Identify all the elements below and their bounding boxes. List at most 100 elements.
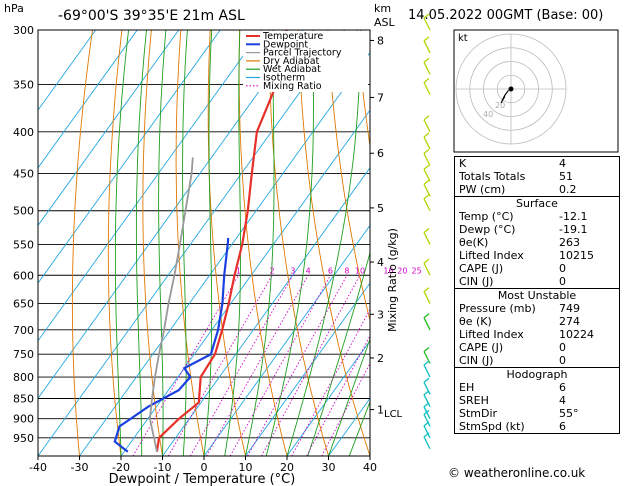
wind-barb-flag <box>423 390 430 396</box>
index-value: 10215 <box>559 249 594 262</box>
dry-adiabat <box>298 30 370 456</box>
index-row: Lifted Index 10224 <box>455 328 619 341</box>
wind-barb <box>423 382 431 395</box>
wind-barb <box>423 425 431 439</box>
legend-entry: Dry Adiabat <box>263 56 320 67</box>
profile-series <box>113 30 288 453</box>
lcl-label: LCL <box>384 409 403 420</box>
mixing-ratio-label: 10 <box>355 266 365 275</box>
wind-barb-flag <box>423 78 430 84</box>
wind-barb-flag <box>423 432 430 438</box>
wind-barb-flag <box>423 164 430 170</box>
index-row: θe (K) 274 <box>455 315 619 328</box>
isotherm-line <box>38 30 97 111</box>
dry-adiabat <box>327 30 370 323</box>
wind-barb-flag <box>423 409 430 416</box>
x-tick-label: 20 <box>280 461 294 474</box>
wind-barb-flag <box>423 377 430 383</box>
height-tick-label: 2 <box>377 352 384 365</box>
wind-barb-flag <box>423 149 430 155</box>
index-value: 6 <box>559 420 566 433</box>
isotherm-line <box>38 30 180 227</box>
wind-barb-flag <box>423 402 430 408</box>
wind-barb-flag <box>423 347 430 353</box>
index-value: 0 <box>559 275 566 288</box>
pressure-tick-label: 300 <box>13 24 34 37</box>
mixing-ratio-label: 1 <box>236 266 241 275</box>
index-value: -12.1 <box>559 210 588 223</box>
height-tick-label: 3 <box>377 308 384 321</box>
index-label: CAPE (J) <box>459 341 504 354</box>
indices-panel: K 4 Totals Totals 51 PW (cm) 0.2 Surface Temp… <box>454 156 620 434</box>
index-value: 263 <box>559 236 580 249</box>
wind-barb <box>423 364 431 378</box>
axes: 3003504004505005506006507007508008509009… <box>13 24 403 474</box>
index-label: Lifted Index <box>459 249 524 262</box>
wet-adiabat <box>182 30 188 456</box>
mixing-ratio-line <box>168 275 273 456</box>
isotherm-line <box>245 282 370 456</box>
index-row: Totals Totals 51 <box>455 170 619 183</box>
mixing-ratio-label: 3 <box>290 266 295 275</box>
wind-barb-flag <box>423 115 430 121</box>
x-tick-label: -40 <box>29 461 47 474</box>
index-label: K <box>459 157 467 170</box>
index-value: 749 <box>559 302 580 315</box>
wet-adiabat <box>307 250 370 456</box>
index-value: 51 <box>559 170 573 183</box>
dry-adiabat <box>207 30 246 456</box>
index-row: StmSpd (kt) 6 <box>455 420 619 433</box>
wind-barb-flag <box>423 179 430 185</box>
index-label: Pressure (mb) <box>459 302 536 315</box>
x-tick-label: 0 <box>201 461 208 474</box>
x-tick-label: -10 <box>154 461 172 474</box>
index-row: θe(K) 263 <box>455 236 619 249</box>
index-value: 0 <box>559 262 566 275</box>
index-label: StmDir <box>459 407 498 420</box>
hodograph-frame <box>453 29 619 153</box>
mixing-ratio-line <box>321 362 370 456</box>
pressure-tick-label: 600 <box>13 269 34 282</box>
pressure-axis-unit: hPa <box>4 2 24 15</box>
mixing-ratio-label: 20 <box>397 266 407 275</box>
legend-entry: Wet Adiabat <box>263 64 321 75</box>
legend-background <box>243 31 368 92</box>
index-label: Dewp (°C) <box>459 223 516 236</box>
hodograph-origin <box>508 86 514 92</box>
mixing-ratio-line <box>206 275 309 456</box>
wind-barb-flag <box>423 287 430 293</box>
index-value: 0 <box>559 354 566 367</box>
dry-adiabat <box>71 30 93 456</box>
index-value: 4 <box>559 394 566 407</box>
legend-entry: Isotherm <box>263 73 305 84</box>
index-label: θe (K) <box>459 315 492 328</box>
index-label: SREH <box>459 394 489 407</box>
surface-heading: Surface <box>516 197 558 210</box>
index-row: CAPE (J) 0 <box>455 341 619 354</box>
legend-entry: Temperature <box>262 31 323 42</box>
isotherm-line <box>286 339 370 456</box>
wind-barb <box>423 262 431 276</box>
wind-barb <box>423 414 431 427</box>
pressure-tick-label: 650 <box>13 298 34 311</box>
wet-adiabat <box>158 30 167 456</box>
location-title: -69°00'S 39°35'E 21m ASL <box>58 8 245 24</box>
hodograph-ring-label: 40 <box>483 110 493 119</box>
legend-entry: Dewpoint <box>263 39 308 50</box>
index-label: CIN (J) <box>459 275 494 288</box>
mixing-ratio-line <box>247 275 348 456</box>
hodograph-unit: kt <box>458 33 468 44</box>
wind-barb <box>423 317 431 331</box>
index-value: 274 <box>559 315 580 328</box>
index-row: Temp (°C) -12.1 <box>455 210 619 223</box>
most-unstable-heading: Most Unstable <box>497 289 577 302</box>
pressure-tick-label: 900 <box>13 413 34 426</box>
height-tick-label: 8 <box>377 34 384 47</box>
pressure-tick-label: 800 <box>13 371 34 384</box>
wind-barb <box>423 119 431 133</box>
mixing-ratio-label: 4 <box>306 266 311 275</box>
pressure-tick-label: 700 <box>13 324 34 337</box>
index-label: StmSpd (kt) <box>459 420 525 433</box>
